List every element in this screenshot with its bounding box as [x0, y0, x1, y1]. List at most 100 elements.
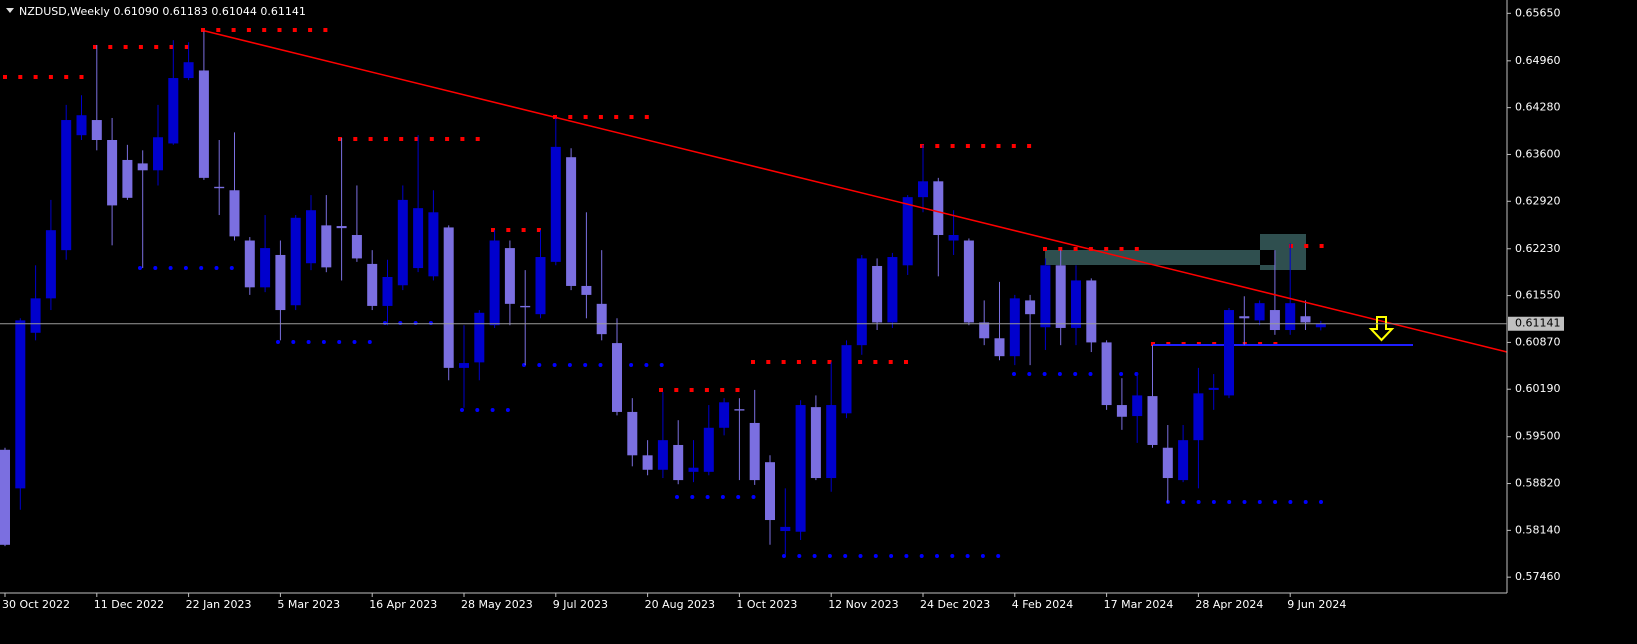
candle-body — [1009, 298, 1020, 357]
candle-body — [397, 199, 408, 286]
candle-body — [321, 225, 332, 268]
price-label: 0.61141 — [1515, 317, 1561, 330]
candle-body — [933, 181, 944, 236]
support-dots — [138, 266, 1325, 558]
candle-body — [198, 70, 209, 178]
candle-body — [244, 240, 255, 288]
candle-body — [382, 277, 393, 306]
x-tick-label: 28 Apr 2024 — [1195, 598, 1263, 611]
x-tick-label: 5 Mar 2023 — [277, 598, 340, 611]
candle-body — [642, 455, 653, 470]
candle-body — [107, 140, 118, 206]
candle-body — [489, 240, 500, 326]
zone — [1045, 250, 1260, 265]
candle-body — [780, 526, 791, 532]
candle-body — [1132, 395, 1143, 417]
x-tick-label: 4 Feb 2024 — [1012, 598, 1073, 611]
x-tick-label: 22 Jan 2023 — [186, 598, 252, 611]
candle-body — [963, 240, 974, 323]
y-tick-label: 0.65650 — [1515, 6, 1561, 19]
candle-body — [122, 159, 133, 198]
candle-body — [979, 322, 990, 339]
candle-body — [443, 227, 454, 368]
candle-body — [1285, 303, 1296, 331]
candle-body — [581, 285, 592, 295]
candle-body — [61, 120, 72, 251]
y-tick-label: 0.57460 — [1515, 570, 1561, 583]
candle-body — [566, 157, 577, 286]
zone-gap — [1260, 250, 1275, 265]
y-tick-label: 0.64960 — [1515, 54, 1561, 67]
y-tick-label: 0.64280 — [1515, 101, 1561, 114]
candle-body — [504, 248, 515, 304]
x-tick-label: 24 Dec 2023 — [920, 598, 990, 611]
candle-body — [1055, 265, 1066, 328]
candle-body — [168, 78, 179, 144]
candle-body — [1040, 265, 1051, 328]
x-tick-label: 30 Oct 2022 — [2, 598, 70, 611]
x-tick-label: 12 Nov 2023 — [828, 598, 898, 611]
x-tick-label: 28 May 2023 — [461, 598, 533, 611]
x-tick-label: 9 Jul 2023 — [553, 598, 608, 611]
candle-body — [627, 411, 638, 456]
candle-body — [474, 312, 485, 363]
candle-body — [1086, 280, 1097, 343]
candle-body — [306, 210, 316, 264]
candle-body — [30, 298, 41, 333]
candle-body — [1239, 316, 1250, 319]
candle-body — [1025, 300, 1036, 315]
candle-body — [673, 444, 684, 481]
candle-body — [15, 320, 26, 489]
candle-body — [826, 405, 837, 479]
candle-body — [1162, 447, 1173, 479]
sell-arrow — [1368, 316, 1395, 342]
y-tick-label: 0.60190 — [1515, 382, 1561, 395]
y-tick-label: 0.59500 — [1515, 430, 1561, 443]
candle-body — [520, 305, 531, 308]
x-tick-label: 1 Oct 2023 — [736, 598, 797, 611]
candle-body — [872, 265, 883, 323]
candle-body — [612, 343, 622, 412]
candle-body — [1208, 387, 1219, 390]
candles — [0, 30, 1326, 556]
candle-body — [1116, 405, 1127, 417]
candle-body — [948, 235, 959, 241]
candle-body — [657, 440, 668, 470]
candle-body — [841, 345, 852, 414]
candle-body — [76, 115, 87, 136]
x-tick-label: 9 Jun 2024 — [1287, 598, 1346, 611]
candle-body — [918, 181, 928, 198]
candle-body — [535, 257, 546, 315]
candle-body — [1147, 396, 1158, 445]
candle-body — [275, 254, 286, 311]
candle-body — [336, 226, 347, 229]
candle-body — [734, 409, 745, 411]
candle-body — [428, 212, 439, 277]
candle-body — [1224, 310, 1234, 396]
candle-body — [1315, 323, 1326, 328]
candle-body — [596, 303, 607, 335]
candle-body — [183, 62, 194, 79]
candle-body — [719, 402, 730, 428]
candle-body — [1254, 303, 1265, 321]
candle-body — [856, 258, 867, 346]
y-tick-label: 0.58140 — [1515, 523, 1561, 536]
candle-body — [214, 186, 225, 189]
y-tick-label: 0.61550 — [1515, 289, 1561, 302]
x-tick-label: 17 Mar 2024 — [1104, 598, 1174, 611]
candle-body — [550, 146, 561, 262]
candle-body — [351, 235, 362, 259]
overlays — [200, 29, 1508, 353]
candle-body — [688, 467, 699, 472]
candle-body — [153, 137, 163, 171]
candle-body — [902, 197, 913, 266]
candle-body — [137, 163, 148, 171]
candle-body — [1071, 280, 1081, 328]
candle-body — [45, 230, 56, 299]
chart-title: NZDUSD,Weekly 0.61090 0.61183 0.61044 0.… — [19, 5, 306, 18]
candle-body — [1101, 342, 1112, 406]
candle-body — [0, 449, 10, 545]
price-label-box — [1508, 316, 1564, 331]
